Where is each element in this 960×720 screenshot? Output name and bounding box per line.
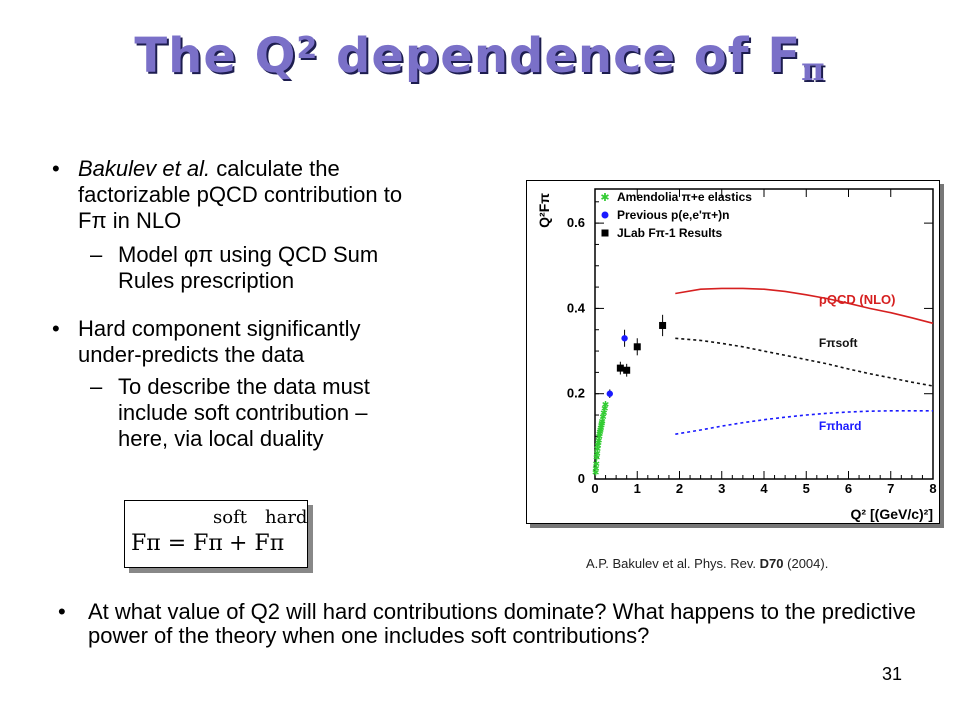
data-point-star: ✱ <box>601 405 609 415</box>
caption-volume: D70 <box>759 556 784 571</box>
title-text: The Q <box>134 28 297 84</box>
title-subscript: π <box>801 50 826 88</box>
legend-label: Amendolia π+e elastics <box>617 190 752 204</box>
curve-fhard <box>675 410 933 435</box>
data-point-star: ✱ <box>592 460 600 470</box>
curve-pqcdnlo <box>675 287 934 325</box>
bullet-2: • Hard component significantly under-pre… <box>48 316 488 368</box>
citation-caption: A.P. Bakulev et al. Phys. Rev. D70 (2004… <box>586 556 828 571</box>
x-tick-label: 4 <box>760 481 768 496</box>
legend-label: Previous p(e,e'π+)n <box>617 208 729 222</box>
x-tick-label: 5 <box>803 481 810 496</box>
data-point-star: ✱ <box>592 469 600 479</box>
annotation-soft: Fπsoft <box>819 336 858 350</box>
data-point-star: ✱ <box>593 454 601 464</box>
x-tick-label: 0 <box>591 481 598 496</box>
data-point-square <box>633 343 641 351</box>
bottom-question: • At what value of Q2 will hard contribu… <box>58 600 918 648</box>
x-axis-label: Q² [(GeV/c)²] <box>851 506 933 522</box>
data-point-star: ✱ <box>595 439 603 449</box>
legend-marker-circle <box>601 211 609 219</box>
x-tick-label: 1 <box>634 481 641 496</box>
bottom-question-text: At what value of Q2 will hard contributi… <box>88 599 916 648</box>
sub-bullet-2: – To describe the data must include soft… <box>48 374 488 452</box>
legend-label: JLab Fπ-1 Results <box>617 226 723 240</box>
data-point-circle <box>621 335 628 342</box>
sub-bullet-2-line-1: To describe the data must <box>118 374 370 399</box>
y-tick-label: 0.6 <box>567 215 585 230</box>
y-tick-label: 0.2 <box>567 386 585 401</box>
data-point-star: ✱ <box>596 428 604 438</box>
bullet-1: • Bakulev et al. calculate the factoriza… <box>48 156 488 234</box>
data-point-star: ✱ <box>593 449 601 459</box>
data-point-star: ✱ <box>595 437 603 447</box>
data-point-star: ✱ <box>599 413 607 423</box>
data-point-star: ✱ <box>596 430 604 440</box>
x-tick-label: 3 <box>718 481 725 496</box>
data-point-star: ✱ <box>600 409 608 419</box>
caption-prefix: A.P. Bakulev et al. Phys. Rev. <box>586 556 760 571</box>
data-point-square <box>659 321 667 329</box>
slide-number: 31 <box>882 664 903 684</box>
bullet-1-line-1: Bakulev et al. calculate the <box>78 156 340 181</box>
title-text-mid: dependence of F <box>318 28 802 84</box>
chart-svg: 0 1 2 3 4 5 6 7 8 0 0.2 0.4 0.6 Q² [(GeV/c)²] Q²Fπ pQCD… <box>536 188 937 522</box>
data-point-square <box>623 366 631 374</box>
y-axis-label: Q²Fπ <box>536 193 552 228</box>
sub-bullet-1-line-2: Rules prescription <box>118 268 295 293</box>
sub-bullet-dash: – <box>90 242 103 267</box>
bullet-dot: • <box>52 316 60 341</box>
data-point-star: ✱ <box>597 426 605 436</box>
y-tick-label: 0.4 <box>567 300 586 315</box>
sub-bullet-2-line-3: here, via local duality <box>118 426 324 451</box>
formula-soft-label: soft <box>213 507 247 528</box>
data-point-star: ✱ <box>598 417 606 427</box>
data-point-star: ✱ <box>592 464 600 474</box>
sub-bullet-dash: – <box>90 374 103 399</box>
y-tick-label: 0 <box>578 471 585 486</box>
sub-bullet-1: – Model φπ using QCD Sum Rules prescript… <box>48 242 488 294</box>
x-tick-label: 8 <box>929 481 936 496</box>
data-point-star: ✱ <box>594 442 602 452</box>
bullet-dot: • <box>58 599 66 624</box>
data-point-star: ✱ <box>597 424 605 434</box>
x-tick-label: 6 <box>845 481 852 496</box>
bullet-list: • Bakulev et al. calculate the factoriza… <box>48 156 488 452</box>
x-tick-label: 2 <box>676 481 683 496</box>
bullet-2-line-2: under-predicts the data <box>78 342 305 367</box>
data-point-square <box>616 364 624 372</box>
data-point-star: ✱ <box>598 420 606 430</box>
bullet-1-line-3: Fπ in NLO <box>78 208 182 233</box>
title-superscript: 2 <box>296 31 319 66</box>
data-point-circle <box>606 390 613 397</box>
slide-title: The Q2 dependence of Fπ <box>0 28 960 88</box>
data-point-star: ✱ <box>602 400 610 410</box>
legend-marker-square <box>601 229 609 237</box>
annotation-pqcd: pQCD (NLO) <box>819 292 896 307</box>
formula-plus: + Fπ <box>229 531 285 556</box>
x-tick-label: 7 <box>887 481 894 496</box>
formula-box: soft hard Fπ = Fπ + Fπ <box>124 500 308 568</box>
bullet-1-line-2: factorizable pQCD contribution to <box>78 182 403 207</box>
curve-fsoft <box>675 337 934 387</box>
formula-hard-label: hard <box>265 507 308 528</box>
bullet-dot: • <box>52 156 60 181</box>
data-point-star: ✱ <box>595 432 603 442</box>
data-point-star: ✱ <box>598 422 606 432</box>
legend-marker-star: ✱ <box>600 191 609 204</box>
data-point-star: ✱ <box>594 445 602 455</box>
sub-bullet-1-line-1: Model φπ using QCD Sum <box>118 242 379 267</box>
plot-frame: 0 1 2 3 4 5 6 7 8 0 0.2 0.4 0.6 Q² [(GeV/c)²] Q²Fπ pQCD… <box>526 180 940 524</box>
bullet-2-line-1: Hard component significantly <box>78 316 361 341</box>
formula-lhs: Fπ = Fπ <box>131 531 223 556</box>
annotation-hard: Fπhard <box>819 419 862 433</box>
caption-suffix: (2004). <box>783 556 829 571</box>
sub-bullet-2-line-2: include soft contribution – <box>118 400 368 425</box>
